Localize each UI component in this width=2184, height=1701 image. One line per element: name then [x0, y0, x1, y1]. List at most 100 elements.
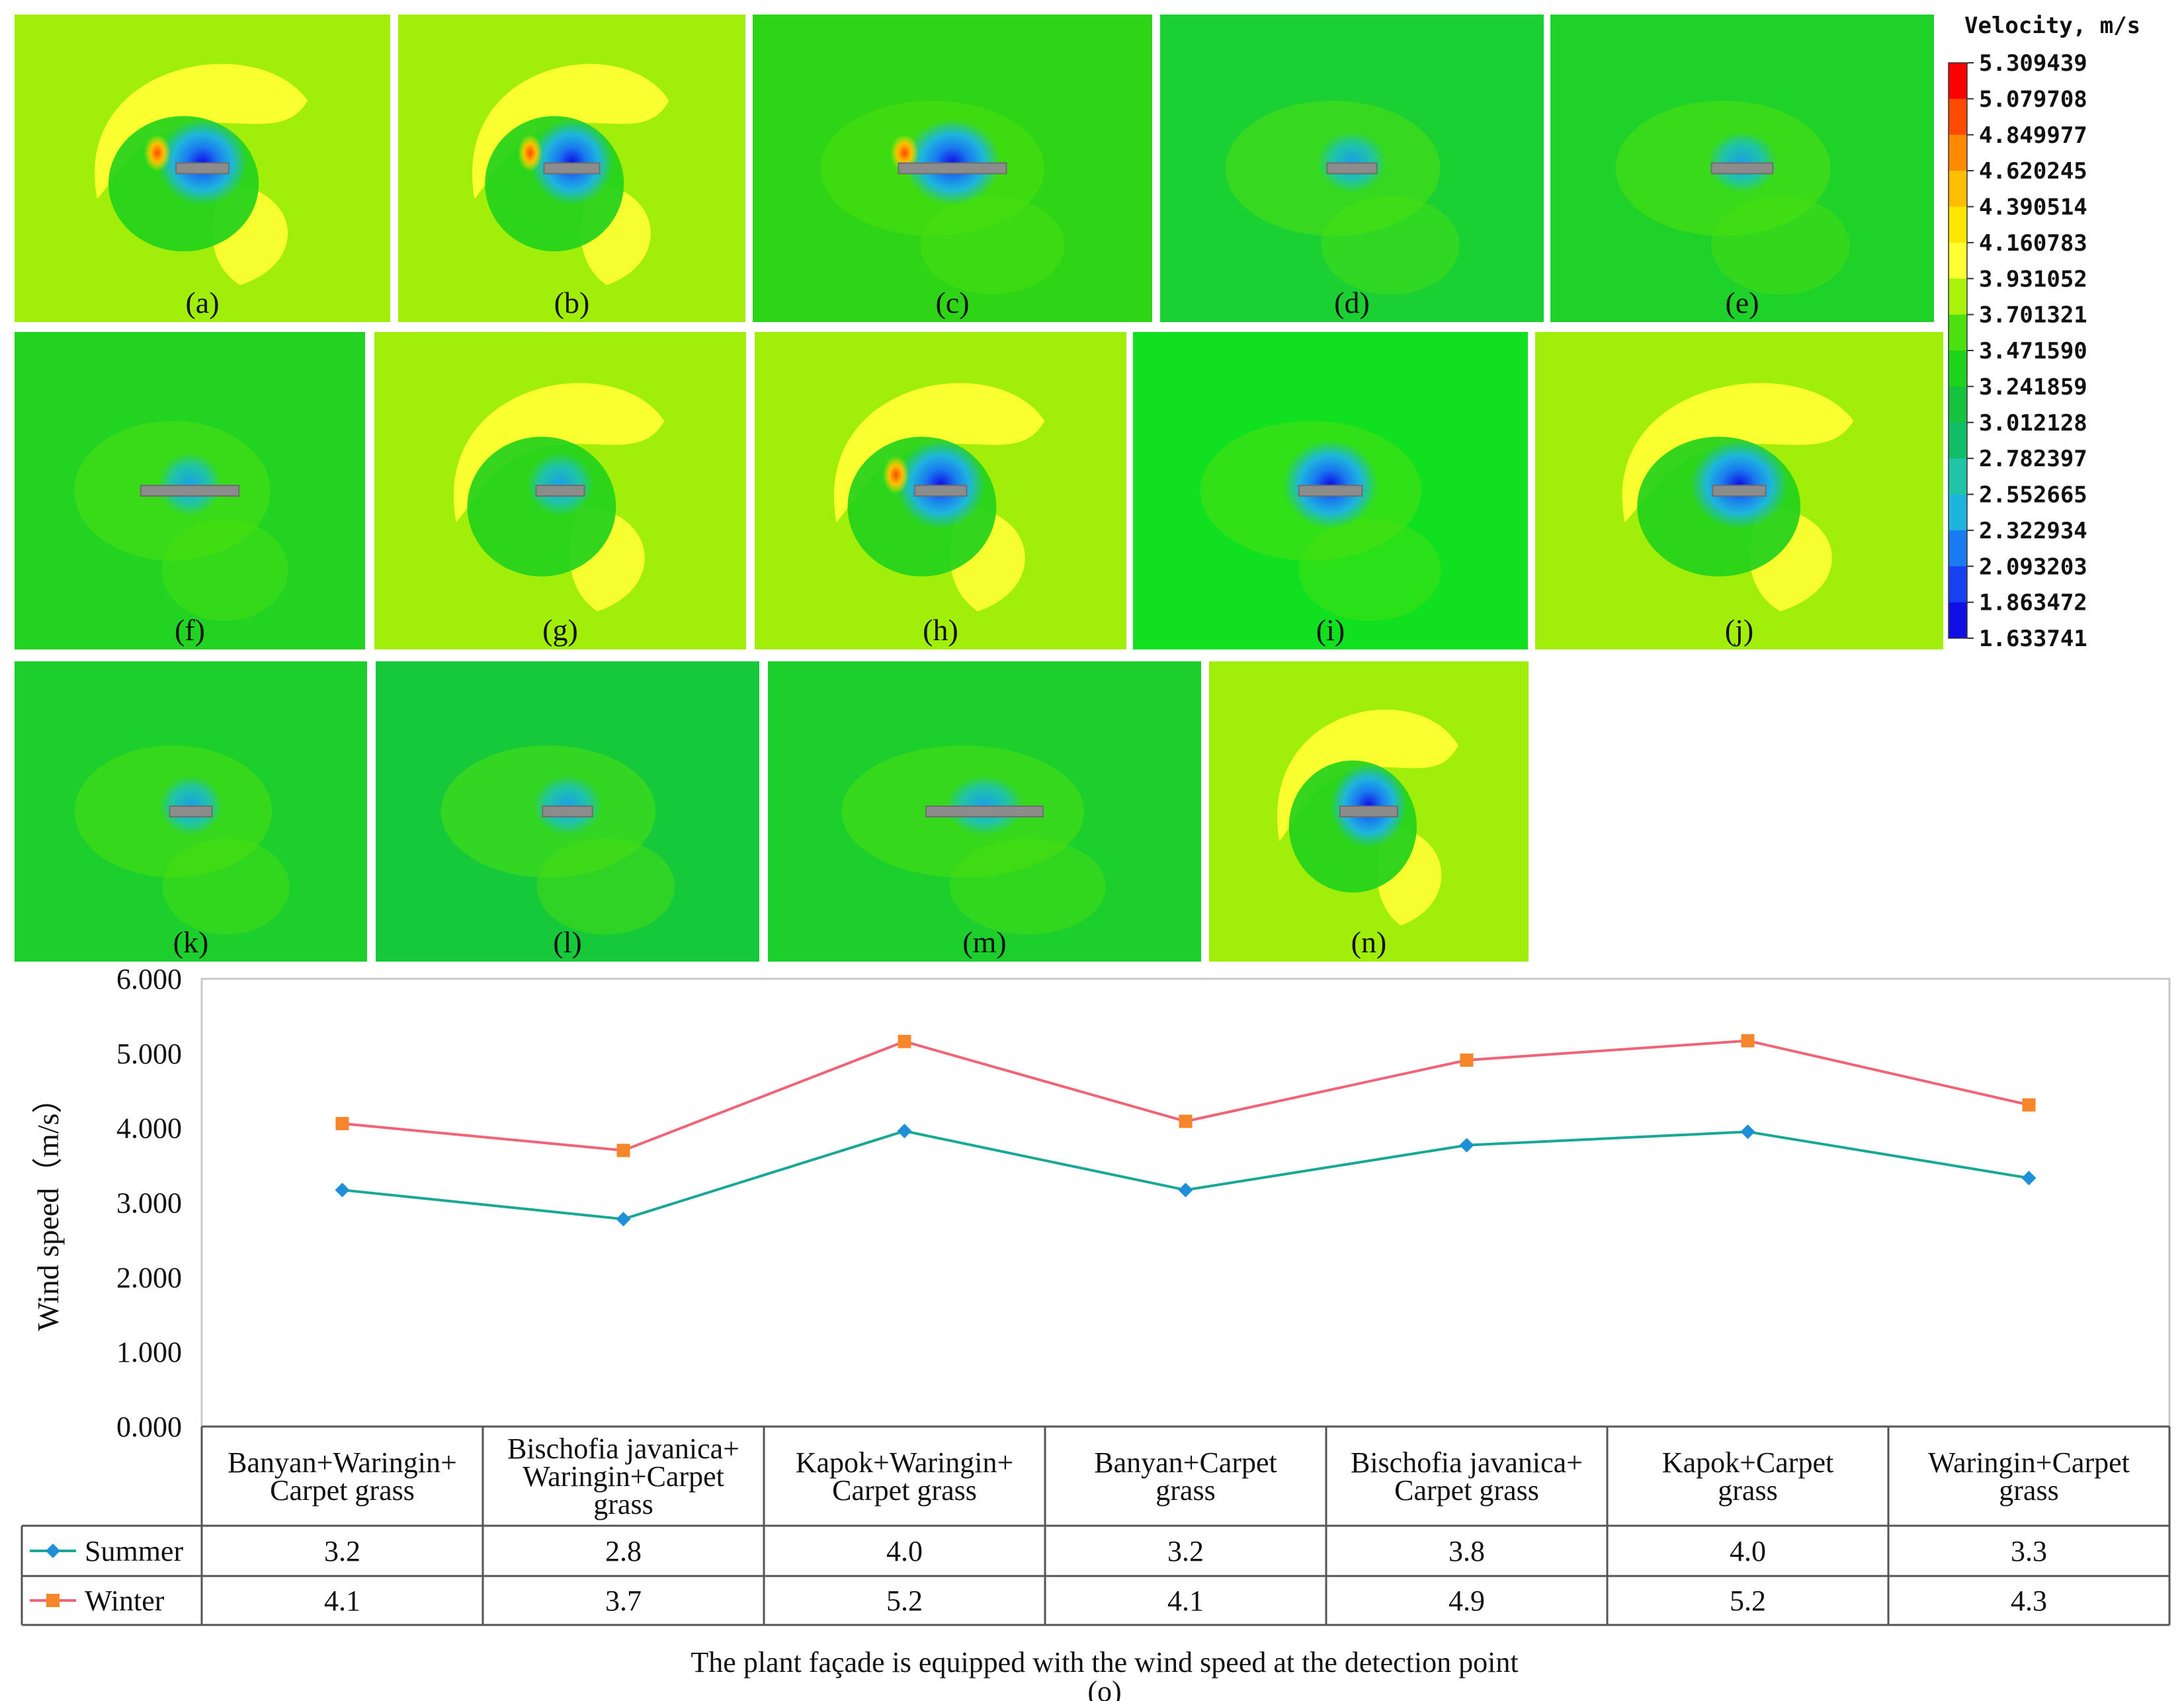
- colorbar-swatch: [1949, 206, 1967, 243]
- contour-panel: (l): [376, 661, 759, 962]
- contour-panels: (a) (b) (c) (d) (e) (f) (g) (h) (i) (j) (k) (l) (m) (…: [15, 15, 1943, 962]
- low-velocity-wake: [896, 440, 986, 529]
- contour-panel: (b): [398, 15, 745, 322]
- data-point: [616, 1143, 630, 1157]
- table-cell-value: 2.8: [605, 1535, 642, 1567]
- plant-facade-block: [175, 162, 230, 175]
- stagnation-region: [518, 134, 542, 172]
- data-point: [897, 1124, 912, 1139]
- contour-panel: (i): [1133, 332, 1528, 649]
- contour-panel: (h): [755, 332, 1126, 649]
- low-velocity-wake: [904, 119, 1001, 206]
- y-axis: 6.000 5.000 4.000 3.000 2.000 1.000 0.000: [116, 963, 182, 1443]
- low-velocity-wake: [157, 119, 248, 206]
- wind-speed-line-chart: 6.000 5.000 4.000 3.000 2.000 1.000 0.000 Wind…: [21, 963, 2171, 1701]
- colorbar-level-label: 3.701321: [1979, 302, 2087, 329]
- panel-label: (i): [1316, 613, 1345, 647]
- series-winter: [335, 1034, 2036, 1157]
- contour-panel: (n): [1209, 661, 1529, 962]
- colorbar-level-label: 2.782397: [1979, 446, 2087, 472]
- plot-area: [200, 977, 2171, 1428]
- category-label: Waringin+Carpet: [523, 1460, 724, 1493]
- table-cell-value: 3.8: [1449, 1535, 1485, 1567]
- plant-facade-block: [1298, 485, 1363, 497]
- plant-facade-block: [898, 162, 1007, 175]
- colorbar-swatch: [1949, 422, 1967, 459]
- table-cell-value: 5.2: [1730, 1585, 1766, 1617]
- plant-facade-block: [543, 162, 601, 175]
- colorbar-swatch: [1949, 278, 1967, 315]
- colorbar-level-label: 2.322934: [1979, 518, 2087, 544]
- mid-velocity-region: [920, 196, 1065, 295]
- contour-panel: (m): [768, 661, 1201, 962]
- low-velocity-wake: [159, 775, 223, 836]
- colorbar-swatch: [1949, 242, 1967, 279]
- panel-label: (e): [1725, 286, 1759, 319]
- data-point: [616, 1212, 631, 1227]
- category-label: grass: [1999, 1474, 2058, 1507]
- legend-marker: [46, 1544, 60, 1558]
- data-point: [898, 1034, 911, 1048]
- contour-panel: (d): [1160, 15, 1544, 322]
- chart-caption: The plant façade is equipped with the wi…: [691, 1646, 1518, 1679]
- table-cell-value: 3.3: [2011, 1535, 2047, 1567]
- panel-label: (h): [923, 613, 958, 647]
- category-label: Waringin+Carpet: [1928, 1446, 2130, 1479]
- colorbar-swatch: [1949, 566, 1967, 603]
- panel-label: (k): [173, 925, 209, 959]
- contour-panel: (c): [753, 15, 1152, 322]
- table-cell-value: 4.3: [2011, 1585, 2047, 1617]
- category-label: Kapok+Carpet: [1662, 1446, 1833, 1479]
- mid-velocity-region: [950, 838, 1106, 935]
- y-tick-label: 6.000: [116, 963, 182, 995]
- contour-panel: (e): [1550, 15, 1934, 322]
- high-velocity-region: [453, 383, 665, 522]
- y-tick-label: 2.000: [116, 1261, 182, 1294]
- category-label: grass: [593, 1488, 653, 1520]
- low-velocity-wake: [532, 775, 603, 836]
- panel-label: (d): [1334, 286, 1370, 319]
- colorbar-level-label: 2.093203: [1979, 554, 2087, 580]
- table-cell-value: 3.7: [605, 1585, 642, 1617]
- high-velocity-region: [472, 63, 669, 199]
- panel-label: (f): [175, 613, 205, 647]
- stagnation-region: [144, 134, 171, 172]
- panel-label: (m): [962, 925, 1006, 959]
- data-point: [2022, 1098, 2036, 1112]
- table-cell-value: 4.0: [886, 1535, 923, 1567]
- colorbar-level-label: 5.079708: [1979, 86, 2087, 112]
- category-label: Carpet grass: [1394, 1474, 1539, 1507]
- data-point: [1178, 1182, 1193, 1198]
- plant-facade-block: [1326, 162, 1378, 175]
- high-velocity-region: [833, 383, 1045, 522]
- legend-label: Winter: [85, 1585, 165, 1617]
- contour-panel: (g): [374, 332, 746, 649]
- panel-label: (g): [542, 613, 578, 647]
- panel-label: (l): [553, 925, 581, 959]
- plant-facade-block: [542, 806, 593, 817]
- y-tick-label: 0.000: [116, 1411, 182, 1443]
- colorbar-level-label: 1.863472: [1979, 590, 2087, 616]
- plant-facade-block: [1710, 162, 1774, 175]
- panel-label: (n): [1351, 925, 1387, 959]
- y-tick-label: 1.000: [116, 1336, 182, 1368]
- colorbar-swatch: [1949, 602, 1967, 639]
- colorbar-level-label: 2.552665: [1979, 482, 2087, 509]
- colorbar-level-label: 4.620245: [1979, 158, 2087, 185]
- colorbar-swatch: [1949, 494, 1967, 531]
- stagnation-region: [882, 456, 909, 494]
- contour-panel: (j): [1535, 332, 1943, 649]
- category-label: Carpet grass: [270, 1474, 415, 1507]
- mid-velocity-region: [1298, 519, 1441, 621]
- y-tick-label: 3.000: [116, 1187, 182, 1220]
- mid-velocity-region: [536, 838, 675, 935]
- low-velocity-wake: [1282, 440, 1378, 529]
- colorbar-level-label: 3.931052: [1979, 266, 2087, 292]
- panel-label: (a): [185, 286, 219, 319]
- plant-facade-block: [925, 806, 1044, 817]
- colorbar-swatch: [1949, 171, 1967, 207]
- series-layer: [335, 1034, 2037, 1227]
- colorbar-level-label: 4.160783: [1979, 230, 2087, 257]
